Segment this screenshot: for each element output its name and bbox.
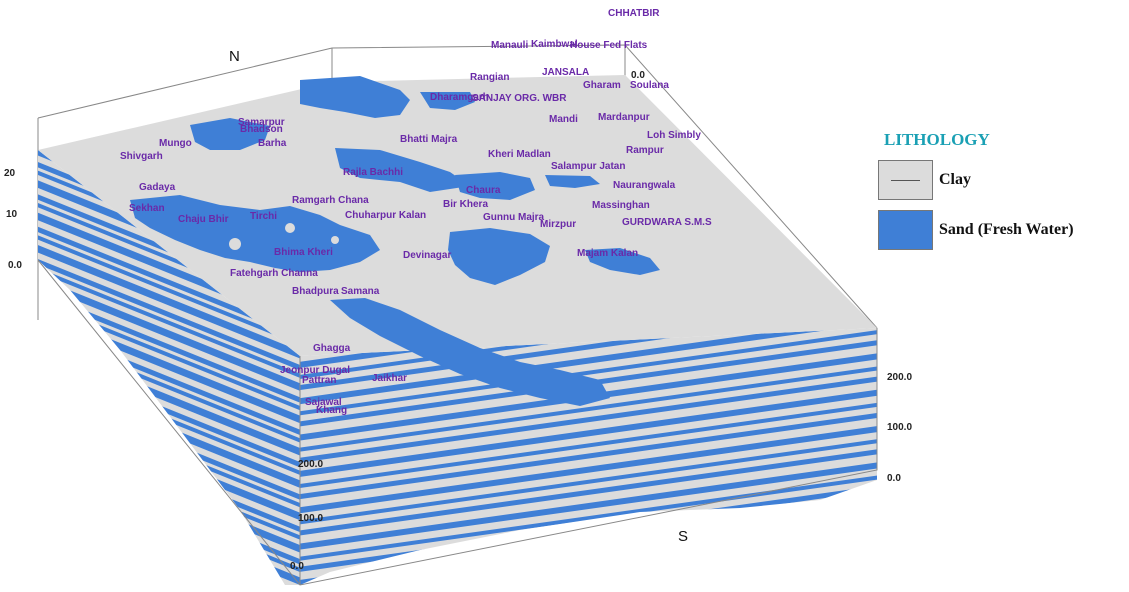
sand-swatch — [878, 210, 933, 250]
village-label: Ramgarh Chana — [292, 195, 369, 206]
village-label: Chaju Bhir — [178, 214, 229, 225]
village-label: Sekhan — [129, 203, 165, 214]
village-label: Dharamgarh — [430, 92, 489, 103]
village-label: Massinghan — [592, 200, 650, 211]
village-label: GURDWARA S.M.S — [622, 217, 712, 228]
village-labels: CHHATBIR Manauli Kaimbwal House Fed Flat… — [120, 8, 712, 416]
village-label: Ghagga — [313, 343, 351, 354]
tick-right-200: 200.0 — [887, 372, 912, 383]
legend-item-clay: Clay — [878, 160, 971, 200]
village-label: Jaikhar — [372, 373, 407, 384]
village-label: Bhima Kheri — [274, 247, 333, 258]
village-label: Gadaya — [139, 182, 176, 193]
tick-front-0: 0.0 — [290, 561, 304, 572]
tick-right-100: 100.0 — [887, 422, 912, 433]
village-label: Khang — [316, 405, 347, 416]
legend-item-sand: Sand (Fresh Water) — [878, 210, 1074, 250]
village-label: Samarpur — [238, 117, 285, 128]
legend-label-clay: Clay — [939, 171, 971, 188]
village-label: Barha — [258, 138, 287, 149]
tick-left-0: 0.0 — [8, 260, 22, 271]
village-label: Shivgarh — [120, 151, 163, 162]
tick-right-0: 0.0 — [887, 473, 901, 484]
tick-left-10: 10 — [6, 209, 18, 220]
tick-left-20: 20 — [4, 168, 16, 179]
legend-title: LITHOLOGY — [884, 130, 990, 149]
bounding-box-front — [37, 259, 878, 586]
sand-bodies — [130, 76, 660, 406]
village-label: Kheri Madlan — [488, 149, 551, 160]
village-label: Chaura — [466, 185, 501, 196]
village-label: Rangian — [470, 72, 509, 83]
village-label: Kaimbwal — [531, 39, 578, 50]
legend-label-sand: Sand (Fresh Water) — [939, 221, 1074, 238]
village-label: Jeonpur Dugal — [280, 365, 350, 376]
compass-north: N — [229, 48, 240, 65]
lithology-legend: LITHOLOGY Clay Sand (Fresh Water) — [878, 128, 1129, 268]
village-label: Majam Kalan — [577, 248, 638, 259]
village-label: Gharam — [583, 80, 621, 91]
village-label: Bhadpura — [292, 286, 339, 297]
village-label: Rajla Bachhi — [343, 167, 403, 178]
village-label: Mandi — [549, 114, 578, 125]
clay-swatch — [878, 160, 933, 200]
left-side-face — [38, 150, 300, 585]
village-label: Rampur — [626, 145, 664, 156]
village-label: Chuharpur Kalan — [345, 210, 426, 221]
axis-ticks: 200.0 100.0 0.0 200.0 100.0 0.0 20 10 0.… — [4, 70, 912, 572]
village-label: Tirchi — [250, 211, 277, 222]
clay-holes — [229, 121, 435, 250]
village-label: JANSALA — [542, 67, 589, 78]
village-label: SANJAY ORG. WBR — [472, 93, 567, 104]
village-label: Salampur Jatan — [551, 161, 625, 172]
village-label: Fatehgarh Channa — [230, 268, 318, 279]
village-label: Mungo — [159, 138, 192, 149]
tick-back-0: 0.0 — [631, 70, 645, 81]
village-label: Bir Khera — [443, 199, 488, 210]
village-label: Naurangwala — [613, 180, 676, 191]
village-label: Bhatti Majra — [400, 134, 458, 145]
village-label: Sajawal — [305, 397, 342, 408]
village-label: Loh Simbly — [647, 130, 701, 141]
village-label: Mardanpur — [598, 112, 650, 123]
compass-south: S — [678, 528, 688, 545]
front-side-face — [300, 328, 877, 585]
village-label: Samana — [341, 286, 380, 297]
tick-front-200: 200.0 — [298, 459, 323, 470]
village-label: House Fed Flats — [570, 40, 648, 51]
village-label: CHHATBIR — [608, 8, 660, 19]
village-label: Manauli — [491, 40, 528, 51]
village-label: Pattran — [302, 375, 336, 386]
village-label: Mirzpur — [540, 219, 576, 230]
tick-front-100: 100.0 — [298, 513, 323, 524]
village-label: Devinagar — [403, 250, 451, 261]
village-label: Bhadson — [240, 124, 283, 135]
village-label: Gunnu Majra — [483, 212, 545, 223]
village-label: Soulana — [630, 80, 669, 91]
